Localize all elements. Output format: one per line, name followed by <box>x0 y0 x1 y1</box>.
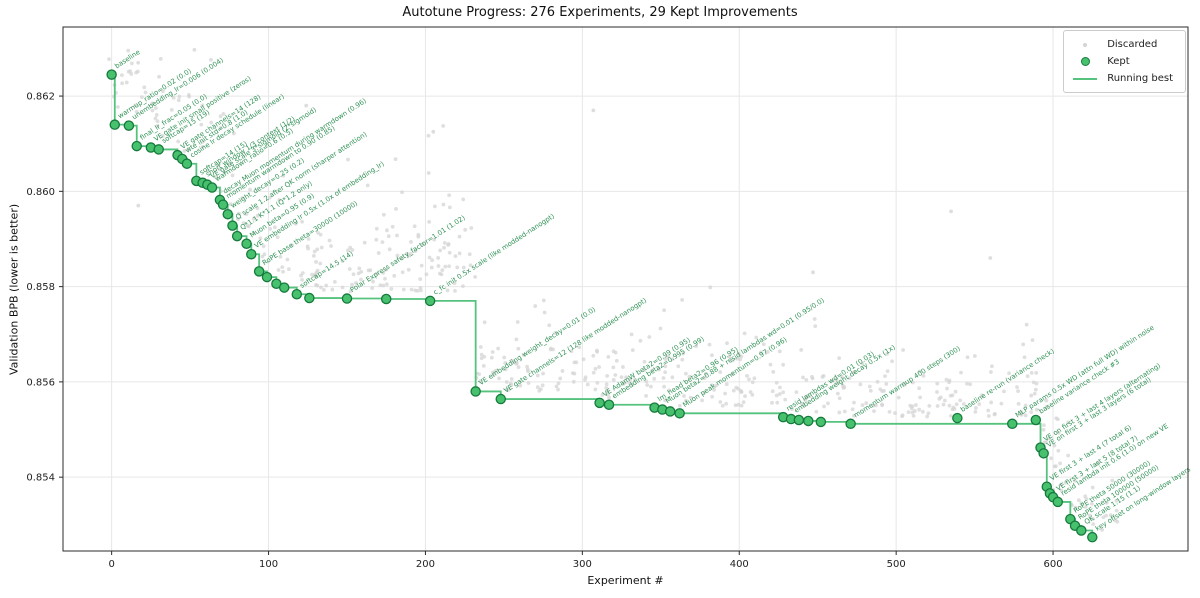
y-axis-label: Validation BPB (lower is better) <box>7 203 21 375</box>
x-tick-label: 100 <box>259 559 278 570</box>
kept-point <box>231 230 243 242</box>
kept-point <box>594 397 605 409</box>
kept-point <box>803 415 814 427</box>
kept-point <box>495 393 507 405</box>
kept-point <box>664 406 676 417</box>
legend-label-kept: Kept <box>1107 56 1130 67</box>
kept-point <box>278 282 290 293</box>
x-tick-label: 0 <box>108 559 114 570</box>
kept-point <box>674 408 685 419</box>
legend-item-kept: Kept <box>1072 53 1173 70</box>
kept-point <box>304 292 315 304</box>
kept-point <box>952 412 963 424</box>
kept-point <box>123 120 135 131</box>
y-tick-label: 0.856 <box>26 377 55 388</box>
kept-point <box>241 238 252 249</box>
kept-point <box>153 144 164 155</box>
kept-point <box>246 248 257 260</box>
y-tick-label: 0.860 <box>26 187 55 198</box>
legend-label-running-best: Running best <box>1107 73 1173 84</box>
kept-point <box>217 199 229 210</box>
plot-border <box>62 26 1189 552</box>
kept-point <box>1038 448 1049 459</box>
legend-item-discarded: Discarded <box>1072 36 1173 53</box>
kept-point <box>106 69 117 80</box>
kept-point <box>291 288 303 300</box>
kept-point <box>341 293 353 304</box>
y-tick-label: 0.862 <box>26 92 55 103</box>
kept-point <box>1076 525 1087 536</box>
kept-point <box>227 220 238 231</box>
legend-item-running-best: Running best <box>1072 70 1173 87</box>
y-tick-label: 0.854 <box>26 473 55 484</box>
kept-point <box>131 140 142 152</box>
kept-point <box>1007 418 1018 430</box>
x-tick-label: 300 <box>573 559 592 570</box>
kept-point <box>793 414 805 426</box>
discarded-points <box>107 47 1120 532</box>
x-tick-label: 500 <box>887 559 906 570</box>
kept-point <box>1087 531 1098 543</box>
chart-title: Autotune Progress: 276 Experiments, 29 K… <box>402 5 798 20</box>
kept-point <box>845 418 856 430</box>
kept-point <box>815 416 827 428</box>
kept-point <box>1052 496 1064 508</box>
x-tick-label: 200 <box>416 559 435 570</box>
kept-point <box>206 182 218 193</box>
y-tick-label: 0.858 <box>26 282 55 293</box>
x-tick-label: 400 <box>730 559 749 570</box>
x-tick-label: 600 <box>1044 559 1063 570</box>
kept-point <box>222 208 233 220</box>
kept-point <box>424 295 436 307</box>
kept-point <box>253 266 265 277</box>
kept-point <box>470 386 481 397</box>
discarded-dot-icon <box>1072 42 1098 47</box>
legend: Discarded Kept Running best <box>1063 30 1186 93</box>
legend-label-discarded: Discarded <box>1107 39 1158 50</box>
kept-point <box>1030 414 1042 426</box>
kept-point <box>109 119 121 130</box>
running-best-line-icon <box>1072 77 1098 80</box>
kept-points <box>106 69 1098 543</box>
x-axis-label: Experiment # <box>587 574 664 587</box>
kept-dot-icon <box>1072 57 1098 66</box>
kept-point <box>261 271 273 283</box>
kept-point <box>603 399 615 411</box>
kept-annotation: embedding beta2=0.995 (0.99) <box>611 335 706 401</box>
kept-point <box>380 293 392 305</box>
kept-point <box>181 158 193 169</box>
